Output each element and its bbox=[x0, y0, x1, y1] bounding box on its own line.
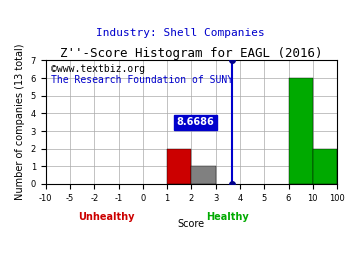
Title: Z''-Score Histogram for EAGL (2016): Z''-Score Histogram for EAGL (2016) bbox=[60, 48, 323, 60]
Text: Industry: Shell Companies: Industry: Shell Companies bbox=[96, 28, 264, 38]
Text: Unhealthy: Unhealthy bbox=[78, 212, 135, 222]
X-axis label: Score: Score bbox=[178, 219, 205, 230]
Text: The Research Foundation of SUNY: The Research Foundation of SUNY bbox=[51, 75, 234, 85]
Bar bbox=[313, 149, 337, 184]
Text: 8.6686: 8.6686 bbox=[177, 117, 214, 127]
Bar bbox=[289, 78, 313, 184]
Text: ©www.textbiz.org: ©www.textbiz.org bbox=[51, 64, 145, 74]
Text: Healthy: Healthy bbox=[206, 212, 249, 222]
Bar bbox=[192, 166, 216, 184]
Bar bbox=[167, 149, 192, 184]
Y-axis label: Number of companies (13 total): Number of companies (13 total) bbox=[15, 44, 25, 200]
